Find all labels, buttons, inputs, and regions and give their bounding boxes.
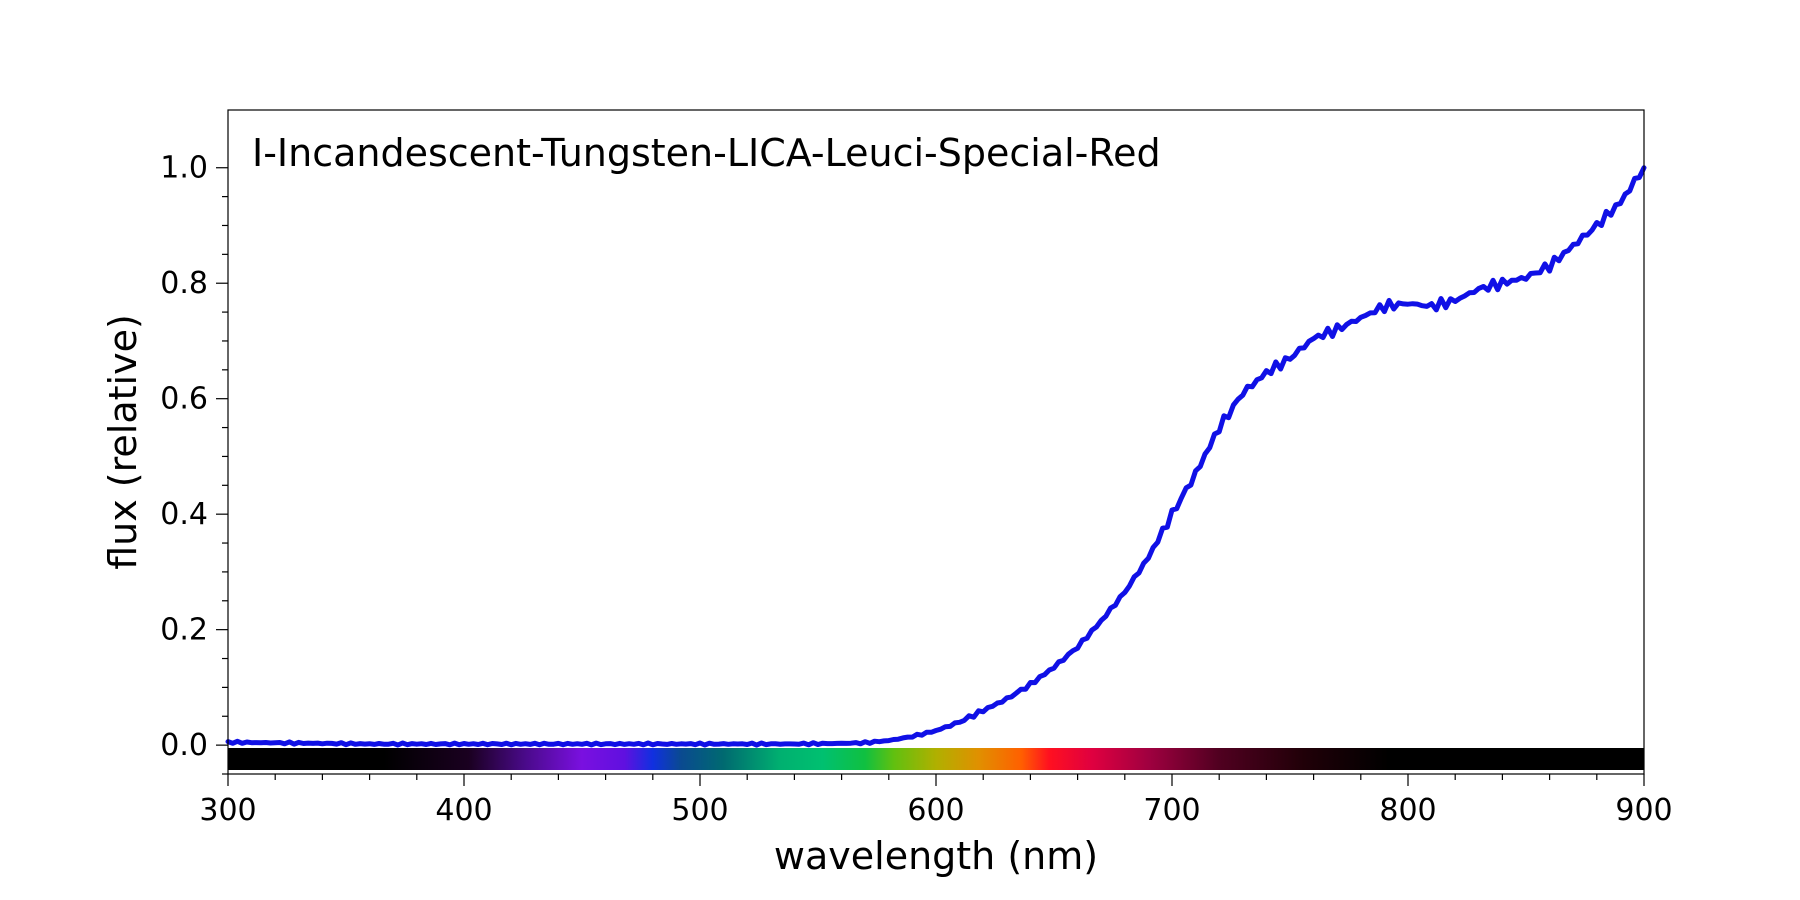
- y-tick-label: 1.0: [160, 151, 208, 186]
- x-tick-label: 700: [1143, 793, 1200, 828]
- y-tick-label: 0.0: [160, 728, 208, 763]
- x-tick-label: 900: [1615, 793, 1672, 828]
- y-tick-label: 0.8: [160, 266, 208, 301]
- y-axis-label: flux (relative): [101, 314, 145, 570]
- y-tick-label: 0.2: [160, 613, 208, 648]
- x-axis-label: wavelength (nm): [774, 834, 1098, 878]
- x-tick-label: 800: [1379, 793, 1436, 828]
- x-tick-label: 600: [907, 793, 964, 828]
- y-axis-ticks: [216, 167, 228, 775]
- spectrum-line: [225, 165, 1647, 748]
- y-axis-tick-labels: 0.0 0.2 0.4 0.6 0.8 1.0: [160, 151, 208, 763]
- plot-background: [228, 110, 1644, 774]
- spectrum-bar: [228, 748, 1644, 770]
- y-tick-label: 0.6: [160, 382, 208, 417]
- x-tick-label: 400: [435, 793, 492, 828]
- y-tick-label: 0.4: [160, 497, 208, 532]
- chart-title: I-Incandescent-Tungsten-LICA-Leuci-Speci…: [252, 131, 1161, 175]
- x-tick-label: 500: [671, 793, 728, 828]
- x-tick-label: 300: [199, 793, 256, 828]
- series-layer: [225, 165, 1647, 748]
- x-axis-ticks: [227, 774, 1645, 786]
- x-axis-tick-labels: 300 400 500 600 700 800 900: [199, 793, 1672, 828]
- plot-frame: [227, 109, 1645, 775]
